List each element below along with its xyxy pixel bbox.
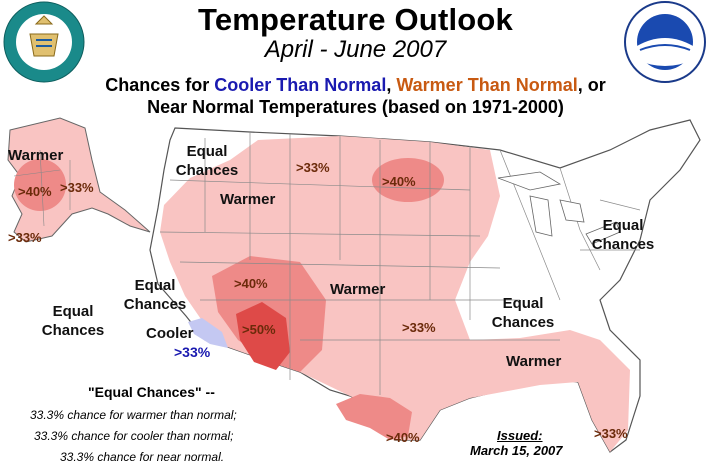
northwest-equal-chances-label: Equal Chances — [172, 142, 242, 180]
northeast-equal-chances-label: Equal Chances — [584, 216, 662, 254]
legend-line-3: 33.3% chance for near normal. — [60, 450, 225, 464]
northeast-equal-word: Equal — [602, 217, 644, 234]
chances-comma: , — [386, 75, 397, 95]
cooler-33-label: >33% — [174, 344, 211, 360]
southeast-warmer-label: Warmer — [506, 353, 562, 370]
chances-cooler: Cooler Than Normal — [214, 75, 387, 95]
legend-heading: "Equal Chances" -- — [88, 384, 215, 400]
issued-date: March 15, 2007 — [470, 443, 563, 458]
west-warmer-label: Warmer — [220, 191, 276, 208]
chances-line-2: Near Normal Temperatures (based on 1971-… — [147, 97, 564, 117]
southwest-50-area — [236, 302, 290, 370]
issued-label: Issued: — [497, 428, 543, 443]
department-of-commerce-seal — [3, 1, 85, 83]
florida-33-label: >33% — [594, 426, 628, 441]
chances-line-1: Chances for Cooler Than Normal, Warmer T… — [0, 74, 711, 96]
chances-prefix: Chances for — [105, 75, 215, 95]
southwest-50-label: >50% — [242, 322, 276, 337]
ocean-equal-chances-label: Equal Chances — [34, 302, 112, 340]
cooler-label: Cooler — [146, 325, 194, 342]
texas-40-label: >40% — [386, 430, 420, 445]
warmer-33-area — [160, 136, 630, 452]
legend-line-1: 33.3% chance for warmer than normal; — [30, 408, 237, 422]
central-warmer-label: Warmer — [330, 281, 386, 298]
northwest-chances-word: Chances — [175, 162, 239, 179]
chances-description: Chances for Cooler Than Normal, Warmer T… — [0, 74, 711, 118]
noaa-logo — [624, 1, 706, 83]
southwest-40-label: >40% — [234, 276, 268, 291]
california-chances-word: Chances — [123, 296, 187, 313]
conus-region — [149, 119, 701, 453]
chances-suffix: , or — [577, 75, 606, 95]
southeast-equal-chances-label: Equal Chances — [484, 294, 562, 332]
page-title: Temperature Outlook — [198, 2, 513, 37]
ocean-chances-word: Chances — [41, 322, 105, 339]
cooler-33-area — [188, 318, 228, 348]
alaska-region — [7, 117, 151, 243]
southeast-equal-word: Equal — [502, 295, 544, 312]
california-equal-word: Equal — [134, 277, 176, 294]
alaska-warmer-label: Warmer — [8, 147, 64, 164]
chances-warmer: Warmer Than Normal — [396, 75, 578, 95]
northeast-chances-word: Chances — [591, 236, 655, 253]
dakota-40-area — [372, 158, 444, 202]
legend-line-2: 33.3% chance for cooler than normal; — [34, 429, 234, 443]
southeast-chances-word: Chances — [491, 314, 555, 331]
alaska-40-label: >40% — [18, 184, 52, 199]
period-subtitle: April - June 2007 — [264, 36, 447, 63]
alaska-33-label-b: >33% — [8, 230, 42, 245]
north-33-label: >33% — [296, 160, 330, 175]
northwest-equal-word: Equal — [186, 143, 228, 160]
ocean-equal-word: Equal — [52, 303, 94, 320]
california-equal-chances-label: Equal Chances — [116, 276, 194, 314]
alaska-40-area — [14, 159, 66, 211]
oklahoma-33-label: >33% — [402, 320, 436, 335]
dakota-40-label: >40% — [382, 174, 416, 189]
alaska-33-label-a: >33% — [60, 180, 94, 195]
texas-40-area — [336, 394, 412, 440]
